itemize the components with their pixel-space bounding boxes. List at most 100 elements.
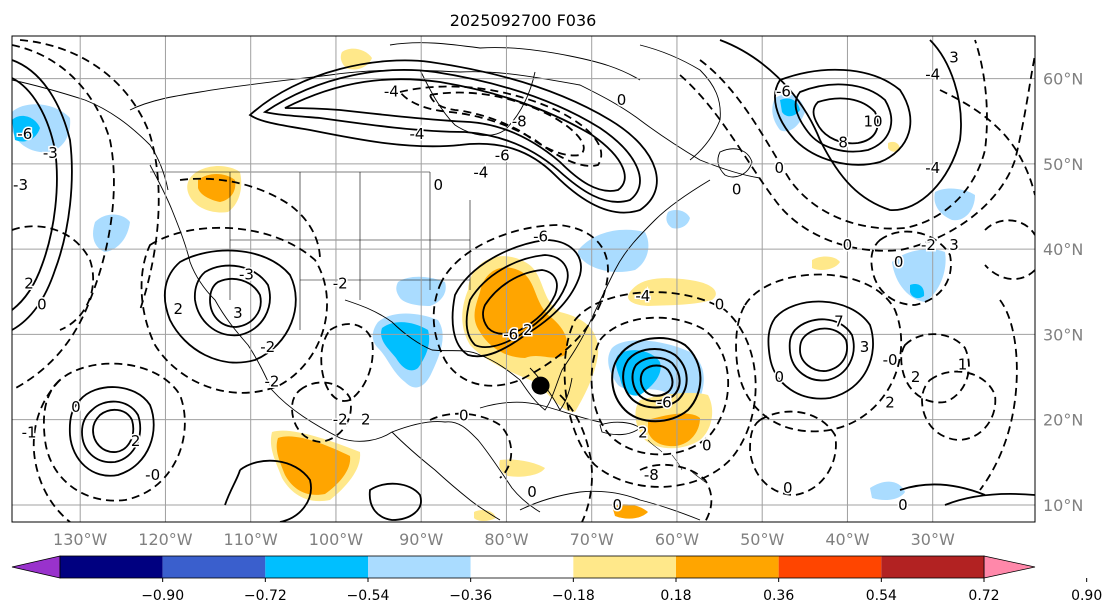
positive-anomaly-patch (499, 459, 545, 477)
longitude-tick-label: 40°W (825, 530, 869, 549)
dashed-contour (140, 226, 328, 394)
latitude-tick-label: 20°N (1043, 411, 1083, 430)
solid-contour (719, 39, 962, 211)
solid-contour (774, 68, 912, 166)
contour-label: -6 (503, 325, 518, 343)
contour-label: 3 (949, 48, 959, 66)
contour-label: -4 (635, 287, 650, 305)
solid-contour (788, 318, 855, 382)
latitude-tick-label: 60°N (1043, 70, 1083, 89)
solid-contour (611, 337, 702, 423)
contour-label: 0 (459, 406, 469, 424)
negative-anomaly-patch (577, 229, 649, 273)
solid-contour (193, 264, 271, 337)
contour-label: 0 (715, 296, 725, 314)
contour-label: -8 (512, 112, 527, 130)
colorbar-bin (573, 556, 676, 578)
contour-label: 2 (24, 274, 34, 292)
latitude-tick-label: 10°N (1043, 496, 1083, 515)
contour-label: 3 (860, 338, 870, 356)
longitude-tick-label: 130°W (53, 530, 108, 549)
contour-label: -2 (333, 411, 348, 429)
colorbar-bin (162, 556, 266, 578)
coastline-central-america (391, 431, 501, 521)
dashed-contour (398, 85, 603, 167)
dashed-contour (320, 323, 374, 402)
map-frame (11, 35, 1036, 523)
positive-anomaly-patch (612, 504, 648, 519)
solid-contour (284, 78, 626, 192)
solid-contour (899, 483, 1035, 506)
solid-contour (224, 459, 312, 522)
solid-contour (767, 300, 874, 400)
positive-anomaly-patch (276, 436, 351, 495)
solid-contour (794, 83, 893, 153)
dashed-contour (559, 394, 593, 522)
colorbar-tick-label: −0.90 (141, 588, 184, 604)
solid-contour (799, 327, 848, 372)
dashed-contour (291, 381, 352, 443)
contour-label: -4 (925, 159, 940, 177)
solid-contour (482, 269, 558, 335)
positive-anomaly-patch (628, 278, 716, 306)
colorbar-tick-label: 0.90 (1071, 588, 1102, 604)
solid-contour (631, 356, 681, 403)
contour-label: -2 (333, 274, 348, 292)
figure-title: 2025092700 F036 (450, 11, 597, 30)
solid-contour (248, 59, 658, 214)
storm-center-marker (531, 376, 550, 395)
dashed-contour (679, 54, 1035, 252)
contour-label: -6 (17, 125, 32, 143)
contour-label: -6 (776, 82, 791, 100)
contour-label: -4 (925, 65, 940, 83)
colorbar-bin (881, 556, 984, 578)
contour-label: -6 (657, 394, 672, 412)
solid-contour (622, 348, 688, 409)
dashed-contour (432, 224, 609, 387)
dashed-contour (429, 412, 513, 479)
longitude-tick-label: 80°W (484, 530, 528, 549)
solid-contour (163, 249, 297, 364)
longitude-tick-label: 90°W (399, 530, 443, 549)
solid-contour (81, 400, 142, 463)
contour-label: -2 (260, 338, 275, 356)
contour-label: -0 (883, 351, 898, 369)
solid-contour (465, 254, 569, 348)
dashed-contour (870, 230, 952, 306)
dashed-contour (984, 219, 1035, 280)
dashed-contour (12, 225, 95, 331)
contour-label: -0 (145, 466, 160, 484)
contour-label: 0 (433, 176, 443, 194)
solid-contour (68, 386, 155, 477)
contour-label: 2 (523, 321, 533, 339)
state-borders (150, 171, 471, 330)
dashed-contour (590, 316, 730, 456)
contour-label: 2 (885, 394, 895, 412)
colorbar-bin (265, 556, 368, 578)
colorbar-bin (470, 556, 574, 578)
contour-label: -3 (43, 144, 58, 162)
coastline-south-america (519, 490, 701, 521)
contour-label: 0 (732, 180, 742, 198)
solid-contour (368, 482, 422, 521)
solid-contour (209, 278, 262, 328)
contour-label: 0 (71, 398, 81, 416)
contour-label: 0 (774, 159, 784, 177)
dashed-contour (749, 410, 837, 496)
positive-anomaly-patch (474, 510, 496, 521)
dashed-contour (42, 362, 186, 502)
solid-contour (12, 59, 73, 331)
contour-label: 0 (613, 496, 623, 514)
negative-anomaly-patch (934, 188, 975, 221)
dashed-contour (12, 44, 115, 391)
colorbar-bin (778, 556, 882, 578)
colorbar-tick-label: 0.36 (763, 588, 794, 604)
dashed-contour (735, 273, 903, 433)
contour-label: 2 (638, 423, 648, 441)
contour-label: 7 (834, 313, 844, 331)
longitude-tick-label: 120°W (138, 530, 193, 549)
longitude-tick-label: 50°W (740, 530, 784, 549)
positive-anomaly-patch (812, 256, 840, 270)
colorbar-frame (59, 555, 985, 579)
contour-label: 0 (527, 483, 537, 501)
